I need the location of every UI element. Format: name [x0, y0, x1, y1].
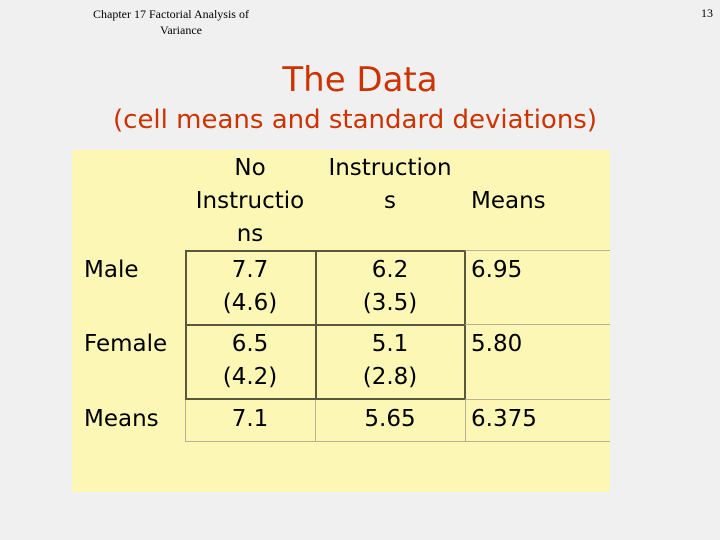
- page-number: 13: [701, 6, 713, 20]
- cell-sd: (4.6): [222, 290, 278, 316]
- cell-female-instructions: 5.1 (2.8): [315, 328, 465, 394]
- grid-line: [465, 324, 610, 325]
- cell-mean: 6.2: [371, 257, 409, 283]
- grid-line: [185, 400, 186, 442]
- cell-female-no-instructions: 6.5 (4.2): [185, 328, 315, 394]
- chapter-header: Chapter 17 Factorial Analysis of Varianc…: [93, 6, 293, 38]
- cell-grand-mean: 6.375: [471, 406, 537, 432]
- cell-mean: 7.1: [231, 406, 269, 432]
- cell-sd: (4.2): [222, 364, 278, 390]
- cell-means-no-instructions: 7.1: [185, 403, 315, 436]
- chapter-line-2: Variance: [160, 23, 202, 37]
- data-table: No Instructio ns Instruction s Means Mal…: [72, 150, 610, 492]
- header-text: ns: [236, 221, 264, 247]
- cell-male-means: 6.95: [471, 257, 523, 283]
- grid-line: [185, 441, 610, 442]
- slide-title: The Data: [282, 60, 438, 100]
- grid-line: [185, 324, 465, 326]
- grid-line: [315, 250, 317, 400]
- cell-mean: 5.65: [364, 406, 416, 432]
- grid-line: [464, 250, 466, 400]
- header-no-instructions: No Instructio ns: [185, 152, 315, 251]
- grid-line: [465, 250, 610, 251]
- cell-mean: 5.1: [371, 331, 409, 357]
- row-label-female: Female: [84, 331, 168, 357]
- grid-line: [465, 400, 466, 442]
- cell-sd: (3.5): [362, 290, 418, 316]
- cell-male-no-instructions: 7.7 (4.6): [185, 254, 315, 320]
- grid-line: [185, 250, 187, 400]
- header-text: No: [234, 155, 266, 181]
- cell-mean: 6.5: [231, 331, 269, 357]
- header-text: s: [384, 188, 396, 214]
- grid-line: [465, 399, 610, 400]
- cell-female-means: 5.80: [471, 331, 523, 357]
- slide-subtitle: (cell means and standard deviations): [113, 105, 597, 135]
- chapter-line-1: Chapter 17 Factorial Analysis of: [93, 7, 249, 21]
- cell-sd: (2.8): [362, 364, 418, 390]
- header-text: Instructio: [195, 188, 305, 214]
- header-text: Instruction: [328, 155, 452, 181]
- cell-mean: 7.7: [231, 257, 269, 283]
- header-instructions: Instruction s: [315, 152, 465, 218]
- grid-line: [185, 250, 465, 252]
- grid-line: [185, 398, 465, 400]
- cell-means-instructions: 5.65: [315, 403, 465, 436]
- row-label-means: Means: [84, 406, 159, 432]
- row-label-male: Male: [84, 257, 139, 283]
- header-means: Means: [471, 188, 546, 214]
- grid-line: [315, 400, 316, 442]
- cell-male-instructions: 6.2 (3.5): [315, 254, 465, 320]
